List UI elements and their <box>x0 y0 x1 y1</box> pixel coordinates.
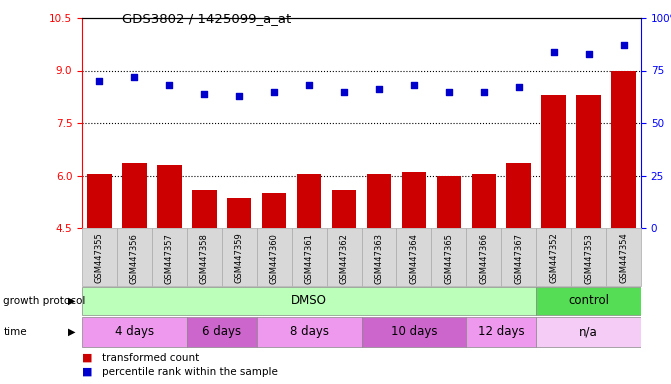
Bar <box>157 165 182 228</box>
Bar <box>117 228 152 286</box>
Bar <box>536 286 641 315</box>
Bar <box>472 174 496 228</box>
Text: GDS3802 / 1425099_a_at: GDS3802 / 1425099_a_at <box>122 12 291 25</box>
Point <box>374 86 384 93</box>
Bar <box>437 175 461 228</box>
Bar <box>362 228 397 286</box>
Bar <box>397 228 431 286</box>
Bar <box>501 228 536 286</box>
Bar <box>541 95 566 228</box>
Text: ■: ■ <box>82 353 93 363</box>
Text: GSM447357: GSM447357 <box>165 233 174 283</box>
Text: GSM447356: GSM447356 <box>130 233 139 283</box>
Bar <box>402 172 426 228</box>
Point <box>618 42 629 48</box>
Bar <box>536 317 641 348</box>
Bar <box>611 71 635 228</box>
Bar <box>362 317 466 348</box>
Point <box>478 88 489 94</box>
Bar <box>221 228 257 286</box>
Text: GSM447367: GSM447367 <box>514 233 523 284</box>
Bar <box>82 286 536 315</box>
Text: GSM447352: GSM447352 <box>549 233 558 283</box>
Text: time: time <box>3 327 27 337</box>
Bar <box>466 317 536 348</box>
Bar <box>571 228 606 286</box>
Bar <box>82 317 187 348</box>
Bar <box>297 174 321 228</box>
Text: GSM447363: GSM447363 <box>374 233 383 284</box>
Point <box>304 82 315 88</box>
Point <box>269 88 280 94</box>
Text: GSM447354: GSM447354 <box>619 233 628 283</box>
Point <box>94 78 105 84</box>
Bar <box>431 228 466 286</box>
Point <box>129 74 140 80</box>
Text: GSM447353: GSM447353 <box>584 233 593 283</box>
Bar <box>466 228 501 286</box>
Bar <box>292 228 327 286</box>
Bar <box>257 228 292 286</box>
Text: 4 days: 4 days <box>115 326 154 339</box>
Point <box>234 93 245 99</box>
Bar <box>187 228 221 286</box>
Text: GSM447364: GSM447364 <box>409 233 419 283</box>
Text: n/a: n/a <box>579 326 598 339</box>
Bar <box>327 228 362 286</box>
Text: growth protocol: growth protocol <box>3 296 86 306</box>
Bar <box>507 163 531 228</box>
Text: 8 days: 8 days <box>290 326 329 339</box>
Bar <box>331 189 356 228</box>
Bar <box>192 189 217 228</box>
Point <box>199 91 209 97</box>
Point <box>583 51 594 57</box>
Bar <box>262 193 287 228</box>
Point <box>444 88 454 94</box>
Text: 10 days: 10 days <box>391 326 437 339</box>
Bar <box>606 228 641 286</box>
Point <box>409 82 419 88</box>
Text: ▶: ▶ <box>68 296 75 306</box>
Bar <box>82 228 117 286</box>
Text: GSM447361: GSM447361 <box>305 233 313 283</box>
Bar <box>576 95 601 228</box>
Text: GSM447365: GSM447365 <box>444 233 454 283</box>
Text: GSM447359: GSM447359 <box>235 233 244 283</box>
Text: GSM447366: GSM447366 <box>479 233 488 284</box>
Text: ■: ■ <box>82 367 93 377</box>
Bar <box>367 174 391 228</box>
Bar <box>122 163 147 228</box>
Point <box>513 84 524 90</box>
Text: transformed count: transformed count <box>102 353 199 363</box>
Text: GSM447360: GSM447360 <box>270 233 278 283</box>
Text: control: control <box>568 295 609 308</box>
Bar <box>152 228 187 286</box>
Text: ▶: ▶ <box>68 327 75 337</box>
Text: 6 days: 6 days <box>202 326 242 339</box>
Text: GSM447358: GSM447358 <box>200 233 209 283</box>
Bar <box>187 317 257 348</box>
Text: GSM447362: GSM447362 <box>340 233 348 283</box>
Bar <box>87 174 111 228</box>
Text: GSM447355: GSM447355 <box>95 233 104 283</box>
Point <box>548 48 559 55</box>
Text: percentile rank within the sample: percentile rank within the sample <box>102 367 278 377</box>
Point <box>339 88 350 94</box>
Point <box>164 82 174 88</box>
Text: DMSO: DMSO <box>291 295 327 308</box>
Bar <box>227 198 252 228</box>
Text: 12 days: 12 days <box>478 326 525 339</box>
Bar <box>536 228 571 286</box>
Bar <box>257 317 362 348</box>
